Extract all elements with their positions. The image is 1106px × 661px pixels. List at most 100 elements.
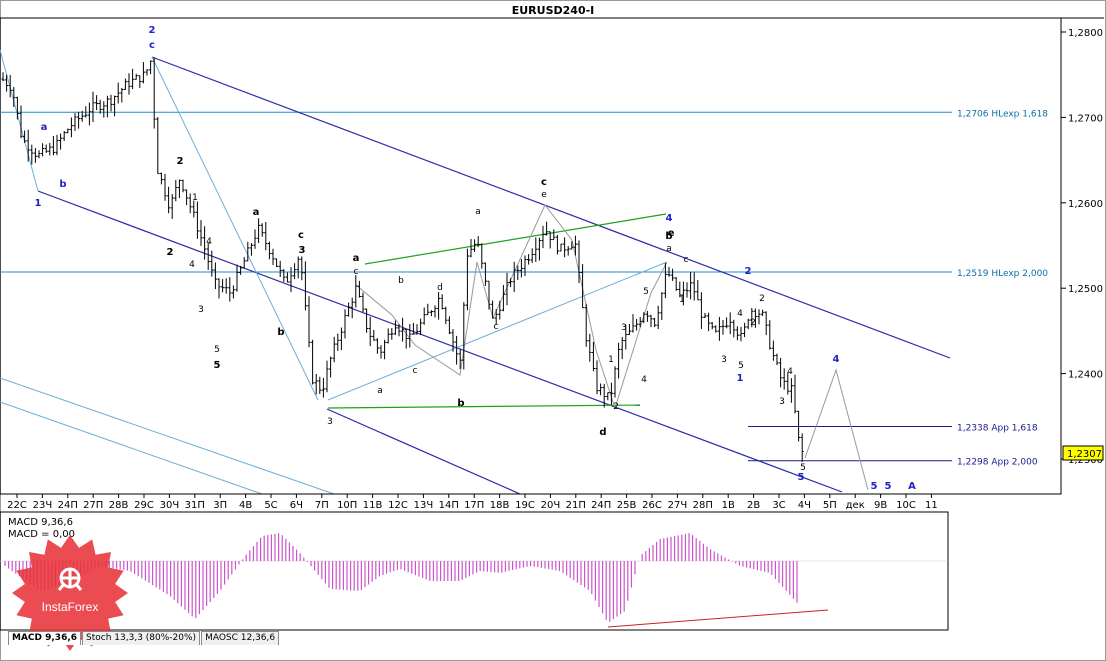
date-tick-label: 24П (58, 500, 78, 511)
date-tick-label: 11В (363, 500, 383, 511)
wave-label: 3 (198, 305, 204, 315)
date-tick-label: 18В (490, 500, 510, 511)
wave-label: 4 (641, 375, 647, 385)
wave-label: 3 (721, 355, 727, 365)
price-tick-label: 1,2400 (1068, 370, 1103, 381)
tab-stoch[interactable]: Stoch 13,3,3 (80%-20%) (82, 631, 201, 645)
wave-label: 1 (679, 295, 685, 305)
wave-label: a (377, 386, 383, 396)
logo-text: InstaForex (41, 600, 99, 614)
wave-label: 2 (149, 25, 156, 36)
wave-path (355, 204, 869, 491)
wave-label: 2 (750, 318, 756, 328)
date-tick-label: 3П (213, 500, 227, 511)
wave-label: d (437, 283, 443, 293)
channel-upper-line (151, 56, 951, 359)
wave-label: b (398, 276, 404, 286)
trend-line-5 (327, 261, 668, 401)
candles (1, 57, 804, 462)
date-tick-label: 28П (693, 500, 713, 511)
wave-label: b (277, 327, 284, 338)
wave-label: 1 (737, 373, 744, 384)
date-tick-label: 13Ч (414, 500, 434, 511)
wave-label: 1 (608, 355, 614, 365)
date-tick-label: 10С (896, 500, 916, 511)
wave-label: c (494, 322, 499, 332)
current-price-box (1062, 445, 1104, 461)
wave-label: 5 (871, 481, 878, 492)
date-tick-label: 4Ч (798, 500, 811, 511)
date-tick-label: 11 (925, 500, 938, 511)
tab-maosc[interactable]: MAOSC 12,36,6 (201, 631, 280, 645)
wave-label: c (684, 255, 689, 265)
trend-line-1 (151, 56, 319, 401)
price-tick-label: 1,2700 (1068, 113, 1103, 124)
wave-label: 4 (787, 367, 793, 377)
wave-label: 4 (737, 309, 743, 319)
green-lines (327, 213, 667, 409)
channel-lower-line-2 (326, 408, 521, 495)
level-label: 1,2338 App 1,618 (957, 424, 1038, 434)
green-triangle-lower (327, 404, 641, 409)
wave-label: 2 (177, 156, 184, 167)
wave-label: 5 (738, 361, 744, 371)
date-tick-label: 27П (83, 500, 103, 511)
indicator-tabs: MACD 9,36,6 Stoch 13,3,3 (80%-20%) MAOSC… (8, 631, 280, 645)
date-tick-label: 9В (874, 500, 887, 511)
date-tick-label: 23Ч (33, 500, 53, 511)
wave-label: c (149, 40, 155, 51)
trend-line-4 (0, 49, 39, 192)
date-tick-label: 28В (109, 500, 129, 511)
wave-label: c (541, 177, 547, 188)
wave-label: 5 (214, 345, 220, 355)
chart-title: EURUSD240-I (512, 4, 595, 17)
price-pane-frame (0, 17, 1062, 495)
wave-label: 2 (613, 402, 619, 412)
wave-label: 4 (833, 354, 840, 365)
wave-label: a (475, 207, 481, 217)
macd-divergence-line (607, 609, 829, 628)
date-tick-label: 3С (772, 500, 785, 511)
date-tick-label: 5С (264, 500, 277, 511)
date-tick-label: 29С (134, 500, 154, 511)
wave-label: a (353, 253, 360, 264)
trend-line-2 (0, 377, 335, 495)
wave-zigzag (355, 204, 668, 410)
instaforex-badge-icon (12, 535, 128, 651)
wave-label: 2 (759, 294, 765, 304)
wave-label: 5 (885, 481, 892, 492)
wave-label: d (599, 427, 606, 438)
wave-label: b (665, 231, 672, 242)
wave-label: b (59, 179, 66, 190)
date-tick-label: 14П (439, 500, 459, 511)
date-tick-label: 7П (315, 500, 329, 511)
indicator-pane-frame (0, 511, 949, 631)
trend-line-3 (0, 401, 263, 495)
macd-name: MACD 9,36,6 (8, 517, 73, 528)
forecast-path (804, 368, 869, 491)
date-tick-label: 21П (566, 500, 586, 511)
instaforex-logo: InstaForex (11, 534, 129, 652)
wave-label: e (668, 228, 675, 239)
wave-labels: 2cab1212453a4cb53acbdacebacbca4ec2315421… (35, 25, 917, 492)
date-tick-label: 22С (7, 500, 27, 511)
tab-macd[interactable]: MACD 9,36,6 (8, 631, 82, 645)
wave-label: 5 (214, 360, 221, 371)
date-tick-label: 5П (823, 500, 837, 511)
date-tick-label: 10П (337, 500, 357, 511)
current-price-label: 1,2307 (1067, 449, 1102, 460)
channel-lower-line (37, 190, 843, 493)
wave-channels (37, 56, 951, 495)
level-label: 1,2519 HLexp 2,000 (957, 269, 1048, 279)
wave-label: 5 (798, 472, 805, 483)
wave-label: 4 (189, 260, 195, 270)
wave-label: 5 (643, 287, 649, 297)
wave-label: 5 (800, 463, 806, 473)
date-tick-label: 2В (747, 500, 760, 511)
wave-label: b (457, 398, 464, 409)
date-tick-label: 6Ч (290, 500, 303, 511)
macd-value: MACD = 0,00 (8, 529, 75, 540)
wave-label: c (354, 267, 359, 277)
price-tick-label: 1,2800 (1068, 28, 1103, 39)
